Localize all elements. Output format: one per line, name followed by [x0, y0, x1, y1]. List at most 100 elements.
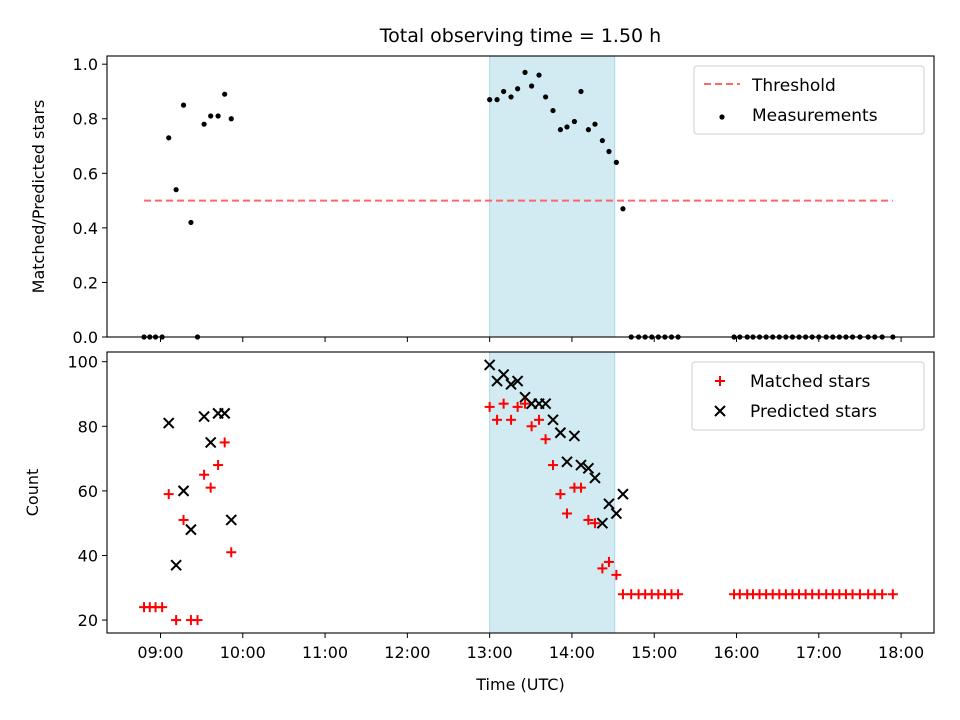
predicted-point [225, 514, 237, 526]
series-matched-stars [139, 398, 898, 626]
predicted-point [596, 517, 609, 529]
cross-b [225, 514, 237, 526]
matched-point [226, 547, 237, 558]
matched-point [673, 589, 684, 600]
predicted-point [163, 417, 175, 429]
measurement-point [501, 88, 507, 95]
y-axis-label: Count [23, 469, 42, 517]
cross-b [204, 436, 217, 449]
measurement-point [599, 137, 605, 144]
measurement-point [606, 148, 612, 155]
measurement-point [487, 97, 493, 103]
matched-point [199, 469, 210, 480]
measurement-point [173, 187, 179, 193]
matched-point [157, 602, 168, 613]
predicted-point [185, 523, 197, 536]
matched-point [548, 460, 559, 471]
predicted-point [603, 498, 615, 510]
legend-matched-swatch [715, 376, 725, 386]
legend-label: Measurements [752, 106, 878, 126]
cross-b [519, 391, 531, 403]
axes-frame [106, 55, 935, 338]
matched-point [887, 589, 898, 600]
cross-b [170, 559, 182, 571]
cross-b [603, 498, 615, 510]
matched-point [205, 482, 216, 493]
cross-b [575, 459, 587, 471]
matched-point [561, 508, 572, 519]
measurement-point [188, 219, 194, 226]
matched-point [583, 514, 594, 525]
matched-point [877, 589, 888, 600]
matched-point [534, 414, 545, 425]
matched-point [171, 615, 182, 626]
measurement-point [522, 69, 528, 75]
predicted-point [617, 488, 629, 500]
matched-point [219, 437, 230, 448]
predicted-point [497, 368, 510, 381]
matched-point [506, 414, 517, 425]
cross-b [617, 488, 629, 500]
cross-b [198, 410, 210, 423]
y-tick-label: 40 [78, 546, 98, 565]
predicted-point [554, 427, 567, 439]
measurement-point [557, 127, 564, 133]
predicted-point [561, 456, 573, 468]
predicted-point [483, 359, 496, 371]
matched-point [492, 414, 503, 425]
measurement-point [222, 91, 228, 97]
y-tick-label: 20 [78, 611, 98, 630]
measurement-point [542, 94, 549, 100]
chart-title: Total observing time = 1.50 h [379, 25, 661, 47]
x-tick-label: 15:00 [631, 643, 677, 662]
measurement-point [550, 107, 556, 114]
y-tick-label: 80 [78, 417, 98, 436]
legend-box [693, 65, 925, 135]
y-axis-label: Matched/Predicted stars [29, 100, 48, 294]
cross-b [218, 407, 231, 420]
cross-b [539, 397, 552, 410]
measurement-point [620, 206, 626, 212]
x-tick-label: 17:00 [796, 643, 842, 662]
cross-b [185, 523, 197, 536]
x-tick-label: 13:00 [467, 643, 513, 662]
cross-b [568, 430, 581, 442]
top-panel: 0.0 0.2 0.4 0.6 0.8 1.0 Total observing time =… [29, 25, 935, 347]
measurement-point [592, 121, 598, 127]
cross-b [596, 517, 609, 529]
matched-point [597, 563, 608, 574]
legend-label: Matched stars [750, 372, 870, 392]
legend-label: Threshold [751, 76, 836, 96]
measurement-point [585, 127, 591, 133]
legend: Matched stars Predicted stars [691, 361, 925, 431]
matched-point [611, 569, 622, 580]
measurement-point [529, 83, 535, 89]
matched-point [603, 556, 614, 567]
matched-point [498, 398, 509, 409]
cross-b [610, 507, 623, 520]
measurement-point [613, 159, 619, 165]
predicted-point [589, 472, 601, 484]
predicted-point [505, 378, 517, 391]
cross-b [497, 368, 510, 381]
x-tick-label: 11:00 [302, 643, 348, 662]
cross-b [547, 414, 559, 426]
legend-box [691, 361, 925, 431]
measurement-point [515, 86, 521, 92]
y-tick-label: 0.2 [73, 273, 98, 292]
predicted-point [610, 507, 623, 520]
x-tick-label: 10:00 [220, 643, 266, 662]
cross-b [561, 456, 573, 468]
x-tick-label: 14:00 [549, 643, 595, 662]
legend: Threshold Measurements [693, 65, 925, 135]
cross-b [511, 375, 524, 387]
y-tick-label: 0.8 [73, 110, 98, 129]
measurement-point [208, 113, 214, 119]
cross-b [483, 359, 496, 371]
measurement-point [564, 124, 570, 130]
legend-label: Predicted stars [750, 402, 877, 422]
matched-point [213, 460, 224, 471]
y-tick-label: 100 [67, 353, 98, 372]
matched-point [178, 514, 189, 525]
